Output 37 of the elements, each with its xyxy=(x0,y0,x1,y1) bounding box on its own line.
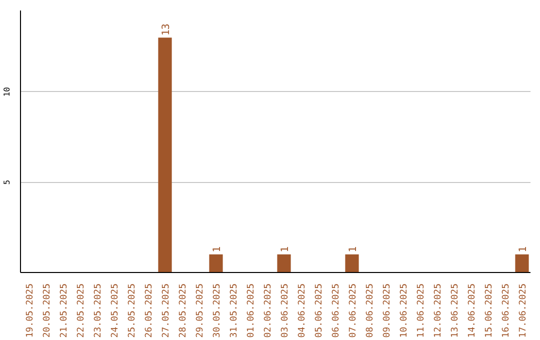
x-tick-label: 12.06.2025 xyxy=(434,283,444,338)
x-tick-label: 05.06.2025 xyxy=(314,283,324,338)
x-tick-label: 22.05.2025 xyxy=(76,283,86,338)
x-tick-label: 03.06.2025 xyxy=(280,283,290,338)
x-tick-label: 27.05.2025 xyxy=(162,283,172,338)
x-tick-label: 06.06.2025 xyxy=(332,283,342,338)
x-tick-label: 30.05.2025 xyxy=(212,283,222,338)
x-tick-label: 19.05.2025 xyxy=(26,283,36,338)
x-tick-label: 28.05.2025 xyxy=(178,283,188,338)
y-tick-label: 10 xyxy=(2,86,12,97)
x-tick-label: 26.05.2025 xyxy=(144,283,154,338)
x-tick-label: 25.05.2025 xyxy=(128,283,138,338)
x-tick-label: 16.06.2025 xyxy=(502,283,512,338)
data-label: 1 xyxy=(212,246,223,252)
x-tick-label: 08.06.2025 xyxy=(366,283,376,338)
x-tick-label: 02.06.2025 xyxy=(264,283,274,338)
x-tick-label: 14.06.2025 xyxy=(468,283,478,338)
x-tick-label: 09.06.2025 xyxy=(382,283,392,338)
x-tick-label: 07.06.2025 xyxy=(348,283,358,338)
x-tick-label: 29.05.2025 xyxy=(196,283,206,338)
data-label: 1 xyxy=(280,246,291,252)
x-tick-label: 11.06.2025 xyxy=(416,283,426,338)
x-tick-label: 21.05.2025 xyxy=(60,283,70,338)
x-tick-label: 15.06.2025 xyxy=(484,283,494,338)
data-label: 1 xyxy=(518,246,529,252)
data-label: 1 xyxy=(348,246,359,252)
x-tick-label: 01.06.2025 xyxy=(246,283,256,338)
x-tick-label: 17.06.2025 xyxy=(518,283,528,338)
x-tick-label: 13.06.2025 xyxy=(450,283,460,338)
x-tick-label: 31.05.2025 xyxy=(230,283,240,338)
x-tick-label: 10.06.2025 xyxy=(400,283,410,338)
x-tick-label: 20.05.2025 xyxy=(42,283,52,338)
data-label: 13 xyxy=(161,24,172,36)
y-tick-label: 5 xyxy=(2,180,12,185)
x-tick-label: 23.05.2025 xyxy=(94,283,104,338)
x-tick-label: 04.06.2025 xyxy=(298,283,308,338)
x-tick-label: 24.05.2025 xyxy=(110,283,120,338)
